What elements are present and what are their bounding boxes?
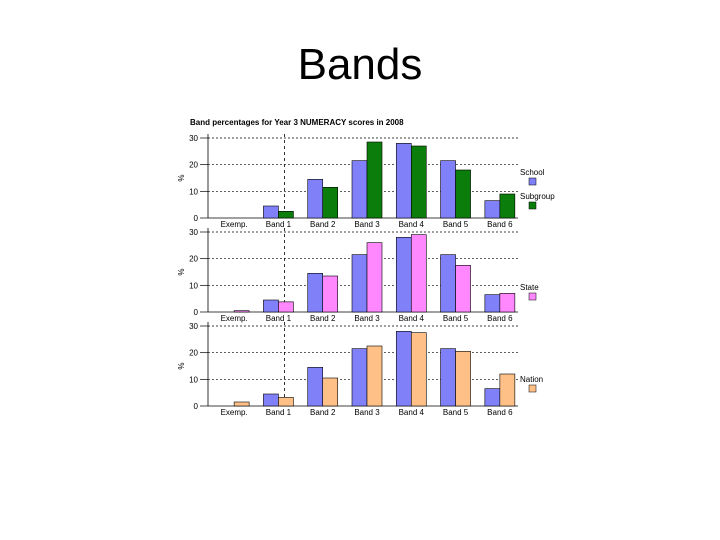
- bar-school: [307, 273, 324, 313]
- bar-school: [263, 393, 279, 407]
- bar-school: [395, 143, 412, 219]
- bar-school: [351, 348, 368, 407]
- bar-comparison: [499, 293, 516, 313]
- y-tick-label: 30: [189, 322, 198, 331]
- chart-panels: 0 10 20 30% Exemp. Band 1 Band 2 Band 3 Band 4 Ba…: [177, 134, 555, 417]
- bar-school: [307, 179, 324, 219]
- y-tick-label: 10: [189, 281, 198, 290]
- y-tick-label: 20: [189, 255, 198, 264]
- bar-comparison: [410, 145, 427, 219]
- bar-school: [484, 294, 501, 313]
- x-tick-label: Band 1: [266, 408, 292, 417]
- bar-school: [351, 160, 368, 219]
- bar-comparison: [410, 332, 427, 407]
- bar-comparison: [278, 397, 294, 407]
- bar-school: [395, 331, 412, 407]
- bar-school: [484, 200, 501, 219]
- bar-comparison: [455, 169, 471, 219]
- bar-comparison: [322, 187, 339, 219]
- bar-comparison: [410, 234, 427, 313]
- bar-school: [263, 299, 279, 313]
- x-tick-label: Band 4: [399, 408, 425, 417]
- x-tick-label: Band 3: [354, 220, 380, 229]
- legend-swatch: [528, 201, 537, 210]
- x-tick-label: Band 3: [354, 314, 380, 323]
- x-tick-label: Band 2: [310, 408, 336, 417]
- bar-comparison: [366, 345, 383, 407]
- bar-school: [351, 254, 368, 313]
- x-tick-label: Band 4: [399, 220, 425, 229]
- legend-swatch: [528, 177, 537, 186]
- bar-school: [395, 237, 412, 313]
- y-tick-label: 0: [194, 214, 199, 223]
- y-tick-label: 0: [194, 308, 199, 317]
- bar-comparison: [455, 265, 471, 313]
- legend-label: Subgroup: [520, 192, 555, 201]
- x-tick-label: Band 2: [310, 220, 336, 229]
- legend-label: Nation: [520, 375, 543, 384]
- y-tick-label: 0: [194, 402, 199, 411]
- x-tick-label: Exemp.: [221, 220, 248, 229]
- chart-panel-1: 0 10 20 30% Exemp. Band 1 Band 2 Band 3 Band 4 Ba…: [177, 134, 555, 229]
- x-tick-label: Band 5: [443, 314, 469, 323]
- bar-comparison: [499, 373, 516, 407]
- legend-swatch: [528, 292, 537, 301]
- bar-school: [440, 348, 456, 407]
- bar-comparison: [366, 141, 383, 219]
- bar-comparison: [278, 301, 294, 313]
- bar-comparison: [366, 242, 383, 313]
- y-tick-label: 10: [189, 375, 198, 384]
- x-tick-label: Band 6: [487, 220, 513, 229]
- y-axis-label: %: [177, 268, 186, 275]
- bar-comparison: [233, 401, 250, 407]
- legend-label: State: [520, 283, 539, 292]
- bar-comparison: [455, 351, 471, 407]
- y-tick-label: 10: [189, 187, 198, 196]
- bar-comparison: [322, 377, 339, 407]
- bar-school: [440, 254, 456, 313]
- x-tick-label: Band 3: [354, 408, 380, 417]
- y-axis-label: %: [177, 174, 186, 181]
- x-tick-label: Band 6: [487, 314, 513, 323]
- bar-school: [263, 205, 279, 219]
- y-tick-label: 20: [189, 161, 198, 170]
- x-tick-label: Band 6: [487, 408, 513, 417]
- bar-comparison: [278, 211, 294, 219]
- x-tick-label: Band 2: [310, 314, 336, 323]
- y-axis-label: %: [177, 362, 186, 369]
- bar-comparison: [322, 275, 339, 313]
- x-tick-label: Band 4: [399, 314, 425, 323]
- x-tick-label: Band 5: [443, 220, 469, 229]
- slide-title: Bands: [297, 40, 423, 89]
- bar-comparison: [499, 193, 516, 219]
- y-tick-label: 30: [189, 134, 198, 143]
- x-tick-label: Band 1: [266, 220, 292, 229]
- bar-school: [440, 160, 456, 219]
- bar-comparison: [233, 310, 250, 313]
- y-tick-label: 30: [189, 228, 198, 237]
- chart-panel-2: 0 10 20 30% Exemp. Band 1 Band 2 Band 3 Band 4 Ba…: [177, 228, 539, 323]
- x-tick-label: Exemp.: [221, 314, 248, 323]
- bar-school: [484, 388, 501, 407]
- y-tick-label: 20: [189, 349, 198, 358]
- bar-school: [307, 367, 324, 407]
- x-tick-label: Band 1: [266, 314, 292, 323]
- legend-swatch: [528, 384, 537, 393]
- x-tick-label: Band 5: [443, 408, 469, 417]
- chart-panel-3: 0 10 20 30% Exemp. Band 1 Band 2 Band 3 Band 4 Ba…: [177, 322, 543, 417]
- x-tick-label: Exemp.: [221, 408, 248, 417]
- chart-title: Band percentages for Year 3 NUMERACY sco…: [190, 118, 404, 127]
- legend-label: School: [520, 168, 545, 177]
